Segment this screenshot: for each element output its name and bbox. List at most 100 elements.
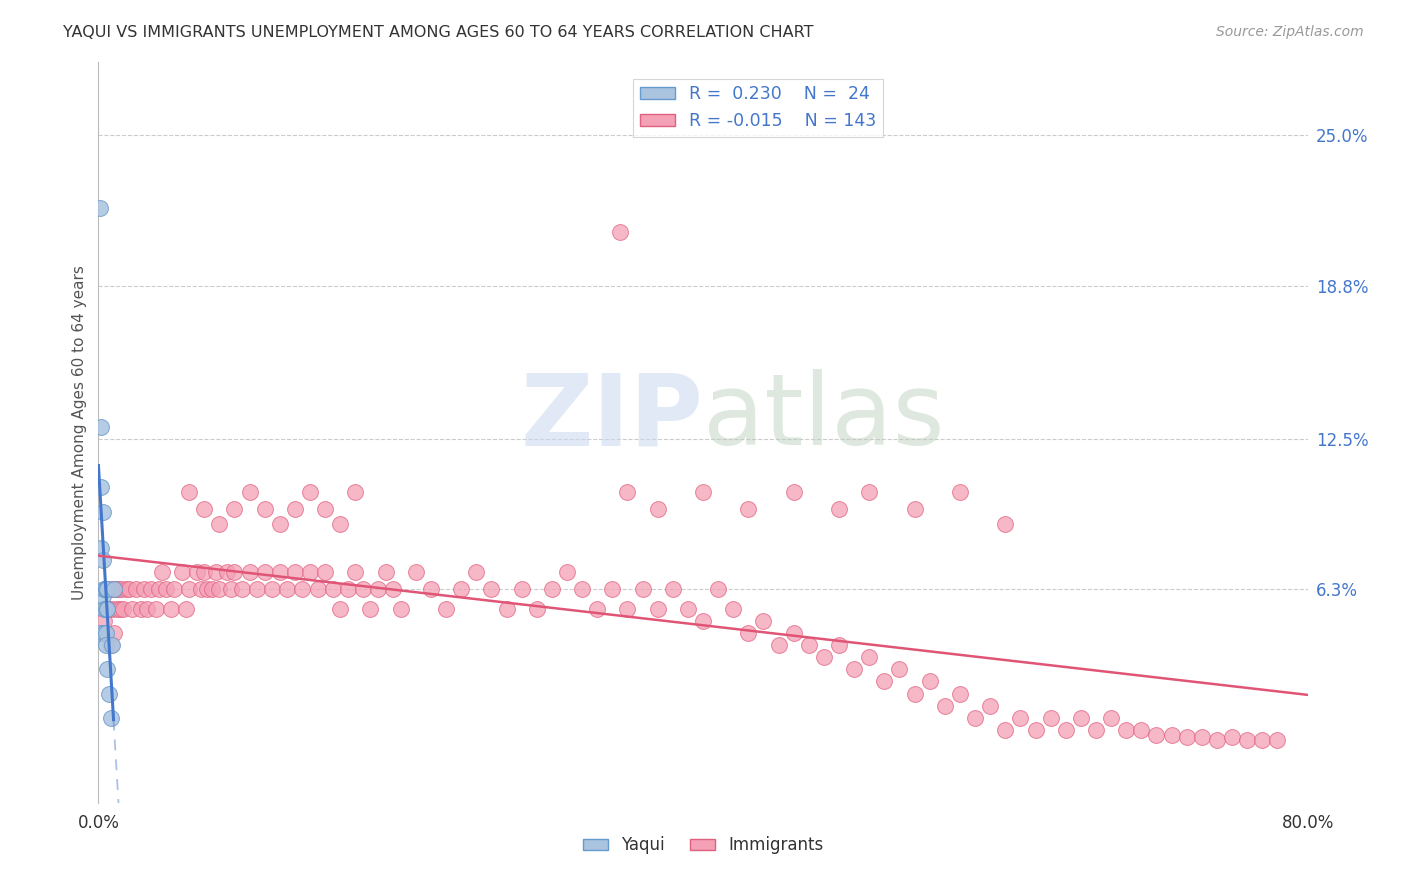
Point bbox=[858, 650, 880, 665]
Point bbox=[96, 582, 118, 597]
Point bbox=[307, 582, 329, 597]
Point bbox=[367, 582, 389, 597]
Point bbox=[510, 582, 533, 597]
Point bbox=[1099, 711, 1122, 725]
Point bbox=[239, 485, 262, 500]
Point bbox=[647, 601, 669, 615]
Point bbox=[101, 638, 124, 652]
Point bbox=[118, 582, 141, 597]
Point bbox=[1251, 732, 1274, 747]
Point bbox=[100, 582, 122, 597]
Point bbox=[291, 582, 314, 597]
Point bbox=[540, 582, 562, 597]
Point bbox=[1206, 732, 1229, 747]
Point bbox=[465, 565, 488, 579]
Point bbox=[93, 626, 115, 640]
Point bbox=[1070, 711, 1092, 725]
Point bbox=[434, 601, 457, 615]
Point bbox=[170, 565, 193, 579]
Point bbox=[420, 582, 443, 597]
Point bbox=[737, 502, 759, 516]
Point bbox=[90, 541, 112, 555]
Point bbox=[828, 502, 851, 516]
Point bbox=[904, 687, 927, 701]
Point bbox=[647, 502, 669, 516]
Point bbox=[314, 565, 336, 579]
Point bbox=[163, 582, 186, 597]
Point bbox=[889, 662, 911, 676]
Point bbox=[481, 582, 503, 597]
Point bbox=[1191, 731, 1213, 745]
Point bbox=[179, 485, 201, 500]
Point bbox=[571, 582, 593, 597]
Point bbox=[93, 582, 115, 597]
Point bbox=[783, 485, 806, 500]
Point bbox=[284, 565, 307, 579]
Point bbox=[1024, 723, 1046, 737]
Point bbox=[262, 582, 284, 597]
Point bbox=[934, 698, 956, 713]
Point bbox=[201, 582, 224, 597]
Point bbox=[90, 419, 112, 434]
Point bbox=[994, 516, 1017, 531]
Point bbox=[329, 601, 352, 615]
Point bbox=[98, 601, 121, 615]
Point bbox=[193, 502, 215, 516]
Point bbox=[299, 565, 322, 579]
Point bbox=[94, 582, 117, 597]
Point bbox=[98, 687, 121, 701]
Point bbox=[1144, 728, 1167, 742]
Point bbox=[344, 485, 367, 500]
Point bbox=[1054, 723, 1077, 737]
Point bbox=[132, 582, 155, 597]
Point bbox=[526, 601, 548, 615]
Point bbox=[89, 201, 111, 215]
Point bbox=[111, 601, 134, 615]
Point bbox=[707, 582, 730, 597]
Point bbox=[193, 565, 215, 579]
Point bbox=[90, 480, 112, 494]
Point bbox=[125, 582, 148, 597]
Point bbox=[797, 638, 820, 652]
Point bbox=[844, 662, 866, 676]
Text: atlas: atlas bbox=[703, 369, 945, 467]
Point bbox=[602, 582, 624, 597]
Point bbox=[269, 516, 291, 531]
Point bbox=[107, 582, 129, 597]
Point bbox=[322, 582, 344, 597]
Point bbox=[96, 601, 118, 615]
Point bbox=[94, 626, 117, 640]
Point bbox=[344, 565, 367, 579]
Point bbox=[94, 582, 117, 597]
Point bbox=[405, 565, 427, 579]
Point bbox=[91, 504, 114, 518]
Point bbox=[239, 565, 262, 579]
Point bbox=[495, 601, 517, 615]
Point bbox=[676, 601, 699, 615]
Point bbox=[314, 502, 336, 516]
Y-axis label: Unemployment Among Ages 60 to 64 years: Unemployment Among Ages 60 to 64 years bbox=[72, 265, 87, 600]
Point bbox=[93, 582, 115, 597]
Point bbox=[103, 626, 125, 640]
Point bbox=[389, 601, 412, 615]
Point bbox=[450, 582, 472, 597]
Point bbox=[616, 601, 638, 615]
Point bbox=[150, 565, 173, 579]
Point bbox=[949, 485, 972, 500]
Point bbox=[195, 582, 218, 597]
Point bbox=[141, 582, 163, 597]
Point bbox=[155, 582, 177, 597]
Point bbox=[828, 638, 851, 652]
Text: YAQUI VS IMMIGRANTS UNEMPLOYMENT AMONG AGES 60 TO 64 YEARS CORRELATION CHART: YAQUI VS IMMIGRANTS UNEMPLOYMENT AMONG A… bbox=[63, 25, 814, 40]
Point bbox=[110, 582, 132, 597]
Point bbox=[224, 565, 246, 579]
Point bbox=[253, 565, 276, 579]
Point bbox=[94, 601, 117, 615]
Point bbox=[1039, 711, 1062, 725]
Point bbox=[215, 565, 238, 579]
Point bbox=[93, 614, 115, 628]
Point bbox=[276, 582, 298, 597]
Point bbox=[101, 601, 124, 615]
Point bbox=[1115, 723, 1137, 737]
Point bbox=[93, 601, 115, 615]
